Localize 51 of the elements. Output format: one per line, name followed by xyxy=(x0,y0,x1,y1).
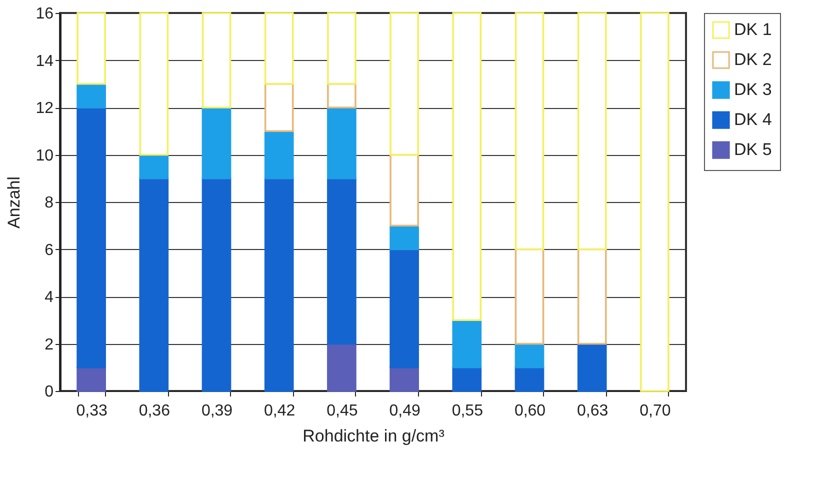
y-tick-label: 12 xyxy=(36,100,54,117)
bar xyxy=(327,342,356,392)
x-axis-title: Rohdichte in g/cm³ xyxy=(302,426,445,446)
x-tick-label: 0,70 xyxy=(640,402,671,420)
bar xyxy=(452,12,482,322)
bar xyxy=(327,177,356,345)
bar xyxy=(76,106,106,368)
y-tick-label: 2 xyxy=(44,336,54,354)
bar xyxy=(514,366,544,392)
bar xyxy=(390,366,419,392)
x-tick-label: 0,36 xyxy=(138,402,170,420)
bar xyxy=(390,248,419,368)
bar xyxy=(202,177,232,392)
x-tick-label: 0,63 xyxy=(577,402,608,420)
bar xyxy=(327,106,356,180)
bar xyxy=(514,342,544,368)
y-tick-label: 4 xyxy=(44,289,54,306)
y-axis-title: Anzahl xyxy=(4,176,24,228)
legend-label: DK 3 xyxy=(734,80,772,99)
x-tick-label: 0,42 xyxy=(264,402,296,420)
bar xyxy=(139,12,169,156)
bar xyxy=(264,177,294,392)
y-tick-label: 6 xyxy=(44,242,54,259)
bar xyxy=(640,12,670,392)
y-tick-label: 8 xyxy=(44,194,54,212)
bar xyxy=(76,12,106,85)
bar xyxy=(202,106,232,180)
bar xyxy=(202,12,232,108)
x-tick-label: 0,39 xyxy=(201,402,233,420)
x-tick-label: 0,55 xyxy=(452,402,484,420)
bar xyxy=(452,319,482,368)
legend-label: DK 1 xyxy=(734,20,772,39)
legend-label: DK 5 xyxy=(734,140,772,159)
y-tick-label: 0 xyxy=(44,384,54,400)
bar xyxy=(139,154,169,180)
bar xyxy=(139,177,169,392)
bar xyxy=(76,82,106,108)
bar xyxy=(390,224,419,250)
bar xyxy=(76,366,106,392)
legend-label: DK 4 xyxy=(734,110,772,129)
x-tick-label: 0,60 xyxy=(514,402,546,420)
bar xyxy=(264,130,294,180)
x-tick-label: 0,49 xyxy=(389,402,420,420)
x-tick-label: 0,45 xyxy=(326,402,358,420)
bar xyxy=(577,342,607,392)
legend-label: DK 2 xyxy=(734,50,772,69)
y-tick-label: 10 xyxy=(36,147,54,164)
x-tick-label: 0,33 xyxy=(76,402,108,420)
bar xyxy=(452,366,482,392)
y-tick-label: 14 xyxy=(36,52,54,70)
y-tick-label: 16 xyxy=(36,6,54,22)
